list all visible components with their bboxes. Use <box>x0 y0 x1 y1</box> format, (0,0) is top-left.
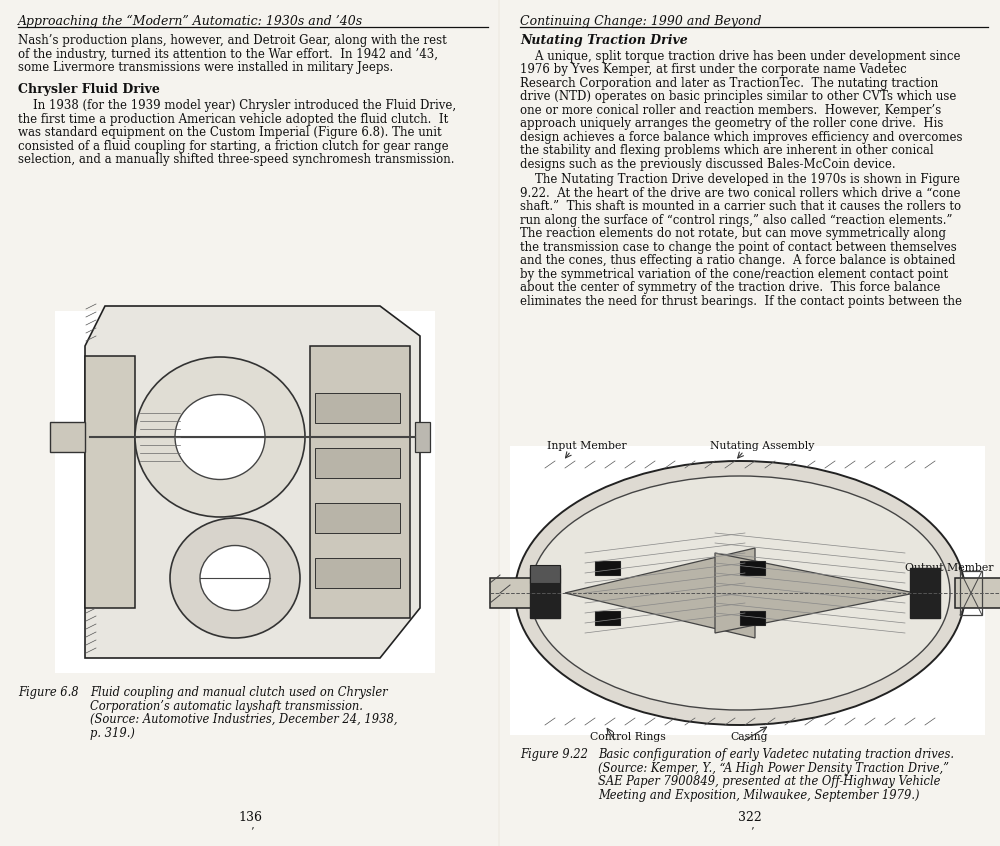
Text: design achieves a force balance which improves efficiency and overcomes: design achieves a force balance which im… <box>520 130 962 144</box>
FancyBboxPatch shape <box>910 568 940 618</box>
Text: Continuing Change: 1990 and Beyond: Continuing Change: 1990 and Beyond <box>520 15 762 28</box>
Text: Nash’s production plans, however, and Detroit Gear, along with the rest: Nash’s production plans, however, and De… <box>18 34 447 47</box>
Polygon shape <box>85 306 420 658</box>
Text: selection, and a manually shifted three-speed synchromesh transmission.: selection, and a manually shifted three-… <box>18 153 454 166</box>
Text: the transmission case to change the point of contact between themselves: the transmission case to change the poin… <box>520 240 957 254</box>
Text: Corporation’s automatic layshaft transmission.: Corporation’s automatic layshaft transmi… <box>90 700 363 712</box>
Ellipse shape <box>175 394 265 480</box>
Text: Nutating Assembly: Nutating Assembly <box>710 441 814 451</box>
Text: ’: ’ <box>250 826 254 836</box>
Text: was standard equipment on the Custom Imperial (Figure 6.8). The unit: was standard equipment on the Custom Imp… <box>18 126 442 139</box>
Text: run along the surface of “control rings,” also called “reaction elements.”: run along the surface of “control rings,… <box>520 213 952 227</box>
Text: SAE Paper 7900849, presented at the Off-Highway Vehicle: SAE Paper 7900849, presented at the Off-… <box>598 775 940 788</box>
Text: Control Rings: Control Rings <box>590 732 666 742</box>
Text: Meeting and Exposition, Milwaukee, September 1979.): Meeting and Exposition, Milwaukee, Septe… <box>598 788 920 801</box>
Text: Output Member: Output Member <box>905 563 994 573</box>
Text: 136: 136 <box>238 811 262 824</box>
Text: Chrysler Fluid Drive: Chrysler Fluid Drive <box>18 83 160 96</box>
Text: p. 319.): p. 319.) <box>90 727 135 739</box>
Text: Input Member: Input Member <box>547 441 627 451</box>
FancyBboxPatch shape <box>315 448 400 478</box>
FancyBboxPatch shape <box>955 578 1000 608</box>
Text: consisted of a fluid coupling for starting, a friction clutch for gear range: consisted of a fluid coupling for starti… <box>18 140 449 152</box>
Text: about the center of symmetry of the traction drive.  This force balance: about the center of symmetry of the trac… <box>520 281 940 294</box>
Text: 1976 by Yves Kemper, at first under the corporate name Vadetec: 1976 by Yves Kemper, at first under the … <box>520 63 907 76</box>
Text: eliminates the need for thrust bearings.  If the contact points between the: eliminates the need for thrust bearings.… <box>520 294 962 307</box>
FancyBboxPatch shape <box>315 503 400 533</box>
Text: and the cones, thus effecting a ratio change.  A force balance is obtained: and the cones, thus effecting a ratio ch… <box>520 254 956 267</box>
FancyBboxPatch shape <box>510 446 985 735</box>
FancyBboxPatch shape <box>55 311 435 673</box>
Text: Figure 6.8: Figure 6.8 <box>18 686 79 699</box>
Polygon shape <box>715 553 915 633</box>
FancyBboxPatch shape <box>595 611 620 625</box>
Text: The Nutating Traction Drive developed in the 1970s is shown in Figure: The Nutating Traction Drive developed in… <box>520 173 960 186</box>
Ellipse shape <box>200 546 270 611</box>
Text: 9.22.  At the heart of the drive are two conical rollers which drive a “cone: 9.22. At the heart of the drive are two … <box>520 186 960 200</box>
FancyBboxPatch shape <box>315 558 400 588</box>
Text: by the symmetrical variation of the cone/reaction element contact point: by the symmetrical variation of the cone… <box>520 267 948 281</box>
Text: shaft.”  This shaft is mounted in a carrier such that it causes the rollers to: shaft.” This shaft is mounted in a carri… <box>520 200 961 213</box>
FancyBboxPatch shape <box>530 568 560 618</box>
Polygon shape <box>565 548 755 638</box>
Text: 322: 322 <box>738 811 762 824</box>
Text: (Source: Kemper, Y., “A High Power Density Traction Drive,”: (Source: Kemper, Y., “A High Power Densi… <box>598 761 949 774</box>
Ellipse shape <box>170 518 300 638</box>
Text: drive (NTD) operates on basic principles similar to other CVTs which use: drive (NTD) operates on basic principles… <box>520 90 956 103</box>
Ellipse shape <box>530 476 950 710</box>
Text: Casing: Casing <box>730 732 768 742</box>
Text: one or more conical roller and reaction members.  However, Kemper’s: one or more conical roller and reaction … <box>520 103 941 117</box>
Text: Approaching the “Modern” Automatic: 1930s and ’40s: Approaching the “Modern” Automatic: 1930… <box>18 15 363 28</box>
Text: Research Corporation and later as TractionTec.  The nutating traction: Research Corporation and later as Tracti… <box>520 76 938 90</box>
FancyBboxPatch shape <box>0 0 498 846</box>
Text: ’: ’ <box>750 826 754 836</box>
Text: approach uniquely arranges the geometry of the roller cone drive.  His: approach uniquely arranges the geometry … <box>520 117 943 130</box>
FancyBboxPatch shape <box>50 422 85 452</box>
Text: A unique, split torque traction drive has been under development since: A unique, split torque traction drive ha… <box>520 50 960 63</box>
FancyBboxPatch shape <box>530 565 560 583</box>
Text: Fluid coupling and manual clutch used on Chrysler: Fluid coupling and manual clutch used on… <box>90 686 388 699</box>
FancyBboxPatch shape <box>315 393 400 423</box>
Text: In 1938 (for the 1939 model year) Chrysler introduced the Fluid Drive,: In 1938 (for the 1939 model year) Chrysl… <box>18 99 456 112</box>
FancyBboxPatch shape <box>85 356 135 608</box>
Text: the first time a production American vehicle adopted the fluid clutch.  It: the first time a production American veh… <box>18 113 448 125</box>
Text: of the industry, turned its attention to the War effort.  In 1942 and ’43,: of the industry, turned its attention to… <box>18 47 438 61</box>
Text: The reaction elements do not rotate, but can move symmetrically along: The reaction elements do not rotate, but… <box>520 227 946 240</box>
Text: (Source: Automotive Industries, December 24, 1938,: (Source: Automotive Industries, December… <box>90 713 398 726</box>
Text: Figure 9.22: Figure 9.22 <box>520 748 588 761</box>
Text: designs such as the previously discussed Bales-McCoin device.: designs such as the previously discussed… <box>520 157 896 171</box>
Ellipse shape <box>515 461 965 725</box>
FancyBboxPatch shape <box>415 422 430 452</box>
FancyBboxPatch shape <box>740 611 765 625</box>
FancyBboxPatch shape <box>740 561 765 575</box>
Text: some Livermore transmissions were installed in military Jeeps.: some Livermore transmissions were instal… <box>18 61 393 74</box>
Text: the stability and flexing problems which are inherent in other conical: the stability and flexing problems which… <box>520 144 934 157</box>
FancyBboxPatch shape <box>595 561 620 575</box>
FancyBboxPatch shape <box>500 0 1000 846</box>
Text: Basic configuration of early Vadetec nutating traction drives.: Basic configuration of early Vadetec nut… <box>598 748 954 761</box>
FancyBboxPatch shape <box>310 346 410 618</box>
Text: Nutating Traction Drive: Nutating Traction Drive <box>520 34 688 47</box>
Ellipse shape <box>135 357 305 517</box>
FancyBboxPatch shape <box>490 578 535 608</box>
